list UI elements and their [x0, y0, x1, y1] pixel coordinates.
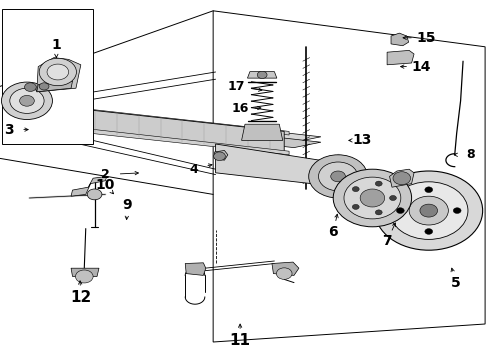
Circle shape: [39, 83, 49, 90]
Circle shape: [344, 177, 401, 219]
Circle shape: [309, 155, 368, 198]
Circle shape: [375, 181, 382, 186]
Polygon shape: [37, 58, 81, 92]
Circle shape: [390, 195, 396, 201]
Text: 14: 14: [412, 60, 431, 73]
Circle shape: [396, 208, 404, 213]
Circle shape: [257, 71, 267, 78]
Text: 7: 7: [382, 234, 392, 248]
Polygon shape: [37, 81, 73, 92]
Text: 15: 15: [416, 31, 436, 45]
Text: 11: 11: [230, 333, 250, 348]
Circle shape: [24, 83, 36, 91]
Text: 13: 13: [353, 134, 372, 147]
Circle shape: [276, 268, 292, 279]
Polygon shape: [47, 124, 289, 155]
Circle shape: [425, 187, 433, 193]
Polygon shape: [39, 113, 321, 148]
Circle shape: [375, 171, 483, 250]
Circle shape: [352, 204, 359, 210]
Bar: [2, 9, 93, 144]
Polygon shape: [391, 33, 409, 46]
Text: 4: 4: [189, 163, 198, 176]
Circle shape: [375, 210, 382, 215]
Polygon shape: [71, 268, 99, 276]
Circle shape: [409, 196, 448, 225]
Circle shape: [75, 270, 93, 283]
Circle shape: [318, 162, 358, 191]
Circle shape: [393, 172, 411, 185]
Text: 2: 2: [101, 168, 110, 181]
Polygon shape: [47, 104, 289, 135]
Polygon shape: [272, 262, 299, 275]
Circle shape: [360, 189, 385, 207]
Circle shape: [214, 152, 225, 161]
Circle shape: [333, 169, 412, 227]
Circle shape: [453, 208, 461, 213]
Circle shape: [10, 88, 44, 113]
Polygon shape: [71, 176, 107, 196]
Text: 17: 17: [228, 80, 245, 93]
Circle shape: [87, 189, 102, 200]
Polygon shape: [185, 263, 206, 275]
Text: 1: 1: [51, 38, 61, 52]
Circle shape: [390, 182, 468, 239]
Polygon shape: [39, 108, 321, 142]
Polygon shape: [213, 11, 485, 342]
Polygon shape: [39, 104, 284, 153]
Polygon shape: [387, 50, 414, 65]
Text: 5: 5: [451, 276, 461, 289]
Polygon shape: [215, 150, 228, 160]
Text: 9: 9: [122, 198, 132, 212]
Text: 16: 16: [231, 102, 249, 114]
Circle shape: [39, 58, 76, 86]
Circle shape: [352, 186, 359, 192]
Circle shape: [420, 204, 438, 217]
Polygon shape: [247, 72, 277, 78]
Text: 6: 6: [328, 225, 338, 239]
Circle shape: [425, 229, 433, 234]
Polygon shape: [216, 144, 358, 187]
Circle shape: [1, 82, 52, 120]
Text: 8: 8: [466, 148, 475, 161]
Circle shape: [331, 171, 345, 182]
Circle shape: [20, 95, 34, 106]
Polygon shape: [390, 169, 414, 187]
Circle shape: [47, 64, 69, 80]
Text: 3: 3: [4, 123, 14, 136]
Polygon shape: [242, 124, 283, 140]
Text: 12: 12: [70, 289, 92, 305]
Text: 10: 10: [96, 179, 115, 192]
